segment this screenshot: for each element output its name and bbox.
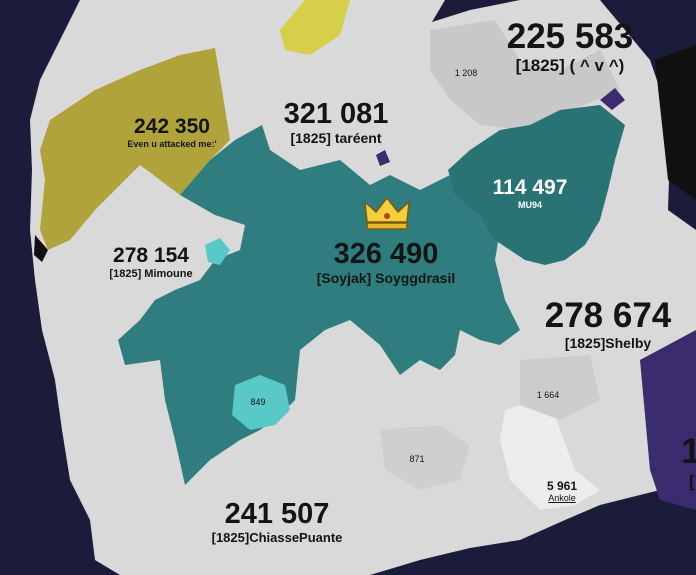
edge-name-fragment: [ (689, 472, 695, 491)
region-ankole (500, 395, 600, 510)
territory-name: [1825] taréent (290, 130, 382, 146)
territory-soyggdrasil (118, 125, 520, 485)
territory-label-tareent[interactable]: 321 081 [1825] taréent (284, 98, 389, 147)
count-label-1208: 1 208 (454, 68, 478, 78)
purple-right-wedge (640, 330, 696, 510)
crown-icon (364, 196, 410, 230)
territory-label-mimoune[interactable]: 278 154 [1825] Mimoune (109, 244, 192, 281)
dark-edge-left (34, 235, 48, 262)
territory-name: [1825]Shelby (564, 335, 652, 351)
territory-name: MU94 (517, 200, 543, 210)
territory-score: 5 961 (546, 479, 578, 493)
territory-olive (40, 48, 230, 250)
count-label-1664: 1 664 (536, 390, 560, 400)
territory-label-soyggdrasil[interactable]: 326 490 [Soyjak] Soyggdrasil (317, 238, 455, 287)
territory-score: 242 350 (134, 115, 210, 138)
territory-name: [1825] ( ^ v ^) (515, 56, 625, 75)
region-871 (380, 425, 470, 490)
count-label-849: 849 (250, 397, 266, 407)
edge-score-fragment: 1 (681, 432, 696, 471)
territory-name: Even u attacked me:' (127, 139, 217, 149)
territory-score: 326 490 (333, 238, 439, 270)
territory-label-even[interactable]: 242 350 Even u attacked me:' (127, 115, 216, 149)
territory-small-teal (205, 238, 230, 265)
territory-849 (232, 375, 290, 430)
territory-score: 225 583 (506, 17, 634, 56)
region-1664 (520, 355, 600, 420)
territory-label-ankole[interactable]: 5 961 Ankole (546, 479, 578, 504)
territory-score: 278 674 (544, 296, 672, 335)
territory-mu94 (448, 105, 625, 265)
region-top-right (430, 20, 620, 130)
territory-name: [1825] Mimoune (109, 268, 193, 280)
territory-name: [1825]ChiassePuante (211, 530, 343, 545)
territory-name: Ankole (548, 493, 576, 503)
purple-fragment-2 (376, 150, 390, 166)
territory-score: 321 081 (283, 98, 389, 130)
territory-label-top[interactable]: 225 583 [1825] ( ^ v ^) (507, 18, 634, 76)
purple-fragment-1 (600, 88, 625, 110)
territory-score: 114 497 (492, 176, 568, 199)
count-label-871: 871 (409, 454, 425, 464)
dark-block (655, 45, 696, 200)
territory-label-shelby[interactable]: 278 674 [1825]Shelby (545, 297, 672, 352)
territory-yellow (280, 0, 350, 55)
territory-label-chiasse[interactable]: 241 507 [1825]ChiassePuante (212, 498, 343, 545)
territory-score: 241 507 (224, 498, 330, 530)
territory-name: [Soyjak] Soyggdrasil (316, 270, 456, 286)
territory-label-mu94[interactable]: 114 497 MU94 (493, 176, 568, 210)
territory-score: 278 154 (113, 244, 189, 267)
